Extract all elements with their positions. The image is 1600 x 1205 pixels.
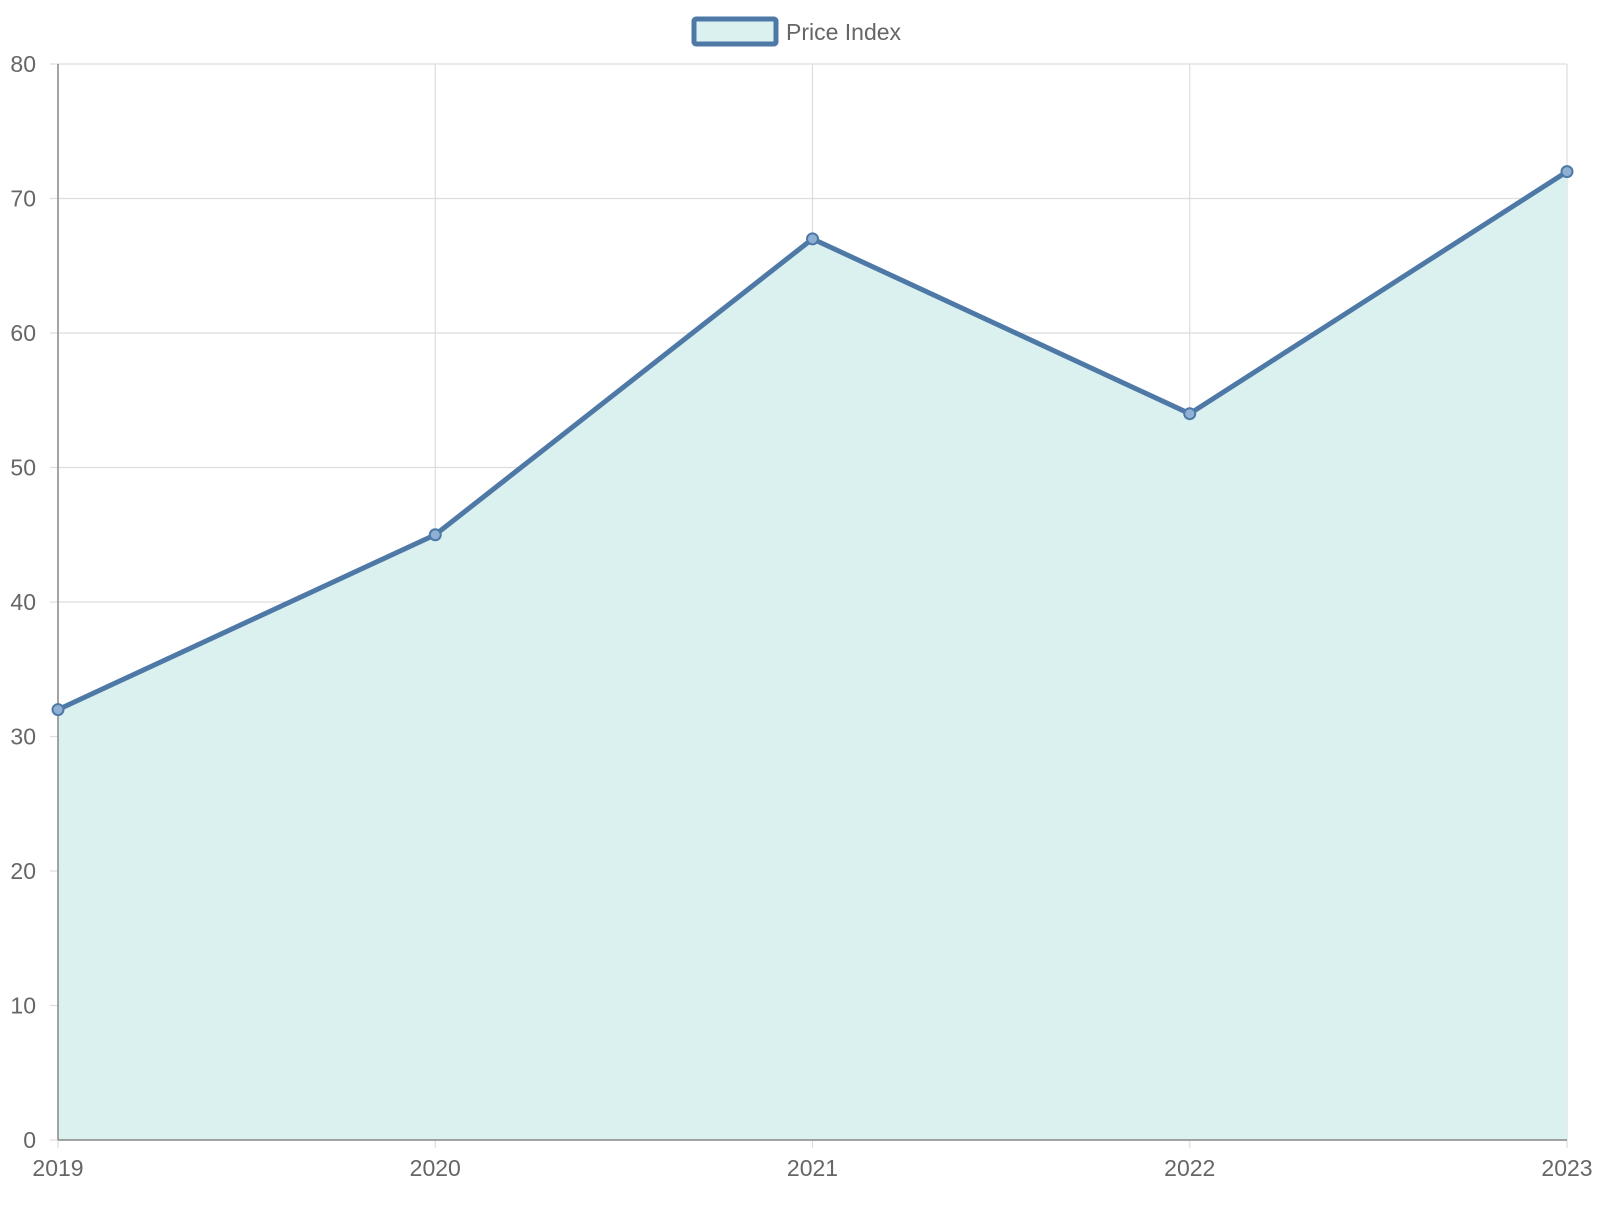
y-tick-label: 80 — [10, 51, 36, 77]
y-tick-label: 50 — [10, 455, 36, 481]
x-tick-label: 2022 — [1164, 1155, 1215, 1181]
data-point[interactable] — [1183, 407, 1197, 421]
y-tick-label: 60 — [10, 320, 36, 346]
data-point[interactable] — [1560, 165, 1574, 179]
y-tick-labels: 0 10 20 30 40 50 60 70 80 — [10, 51, 36, 1153]
axes — [57, 64, 1567, 1141]
x-tick-label: 2021 — [787, 1155, 838, 1181]
y-tick-label: 10 — [10, 993, 36, 1019]
data-point[interactable] — [51, 703, 65, 717]
y-tick-label: 20 — [10, 858, 36, 884]
y-tick-label: 30 — [10, 724, 36, 750]
x-tick-labels: 2019 2020 2021 2022 2023 — [32, 1155, 1592, 1181]
y-tick-label: 0 — [23, 1127, 36, 1153]
x-tick-label: 2023 — [1541, 1155, 1592, 1181]
data-point[interactable] — [806, 232, 819, 246]
x-tick-label: 2019 — [32, 1155, 83, 1181]
legend-swatch[interactable] — [691, 16, 779, 47]
y-tick-label: 70 — [10, 186, 36, 212]
legend-label[interactable]: Price Index — [786, 19, 902, 45]
y-tick-label: 40 — [10, 589, 36, 615]
data-points — [51, 165, 1574, 717]
x-tick-label: 2020 — [410, 1155, 461, 1181]
legend[interactable]: Price Index — [691, 16, 902, 47]
data-point[interactable] — [428, 528, 442, 542]
